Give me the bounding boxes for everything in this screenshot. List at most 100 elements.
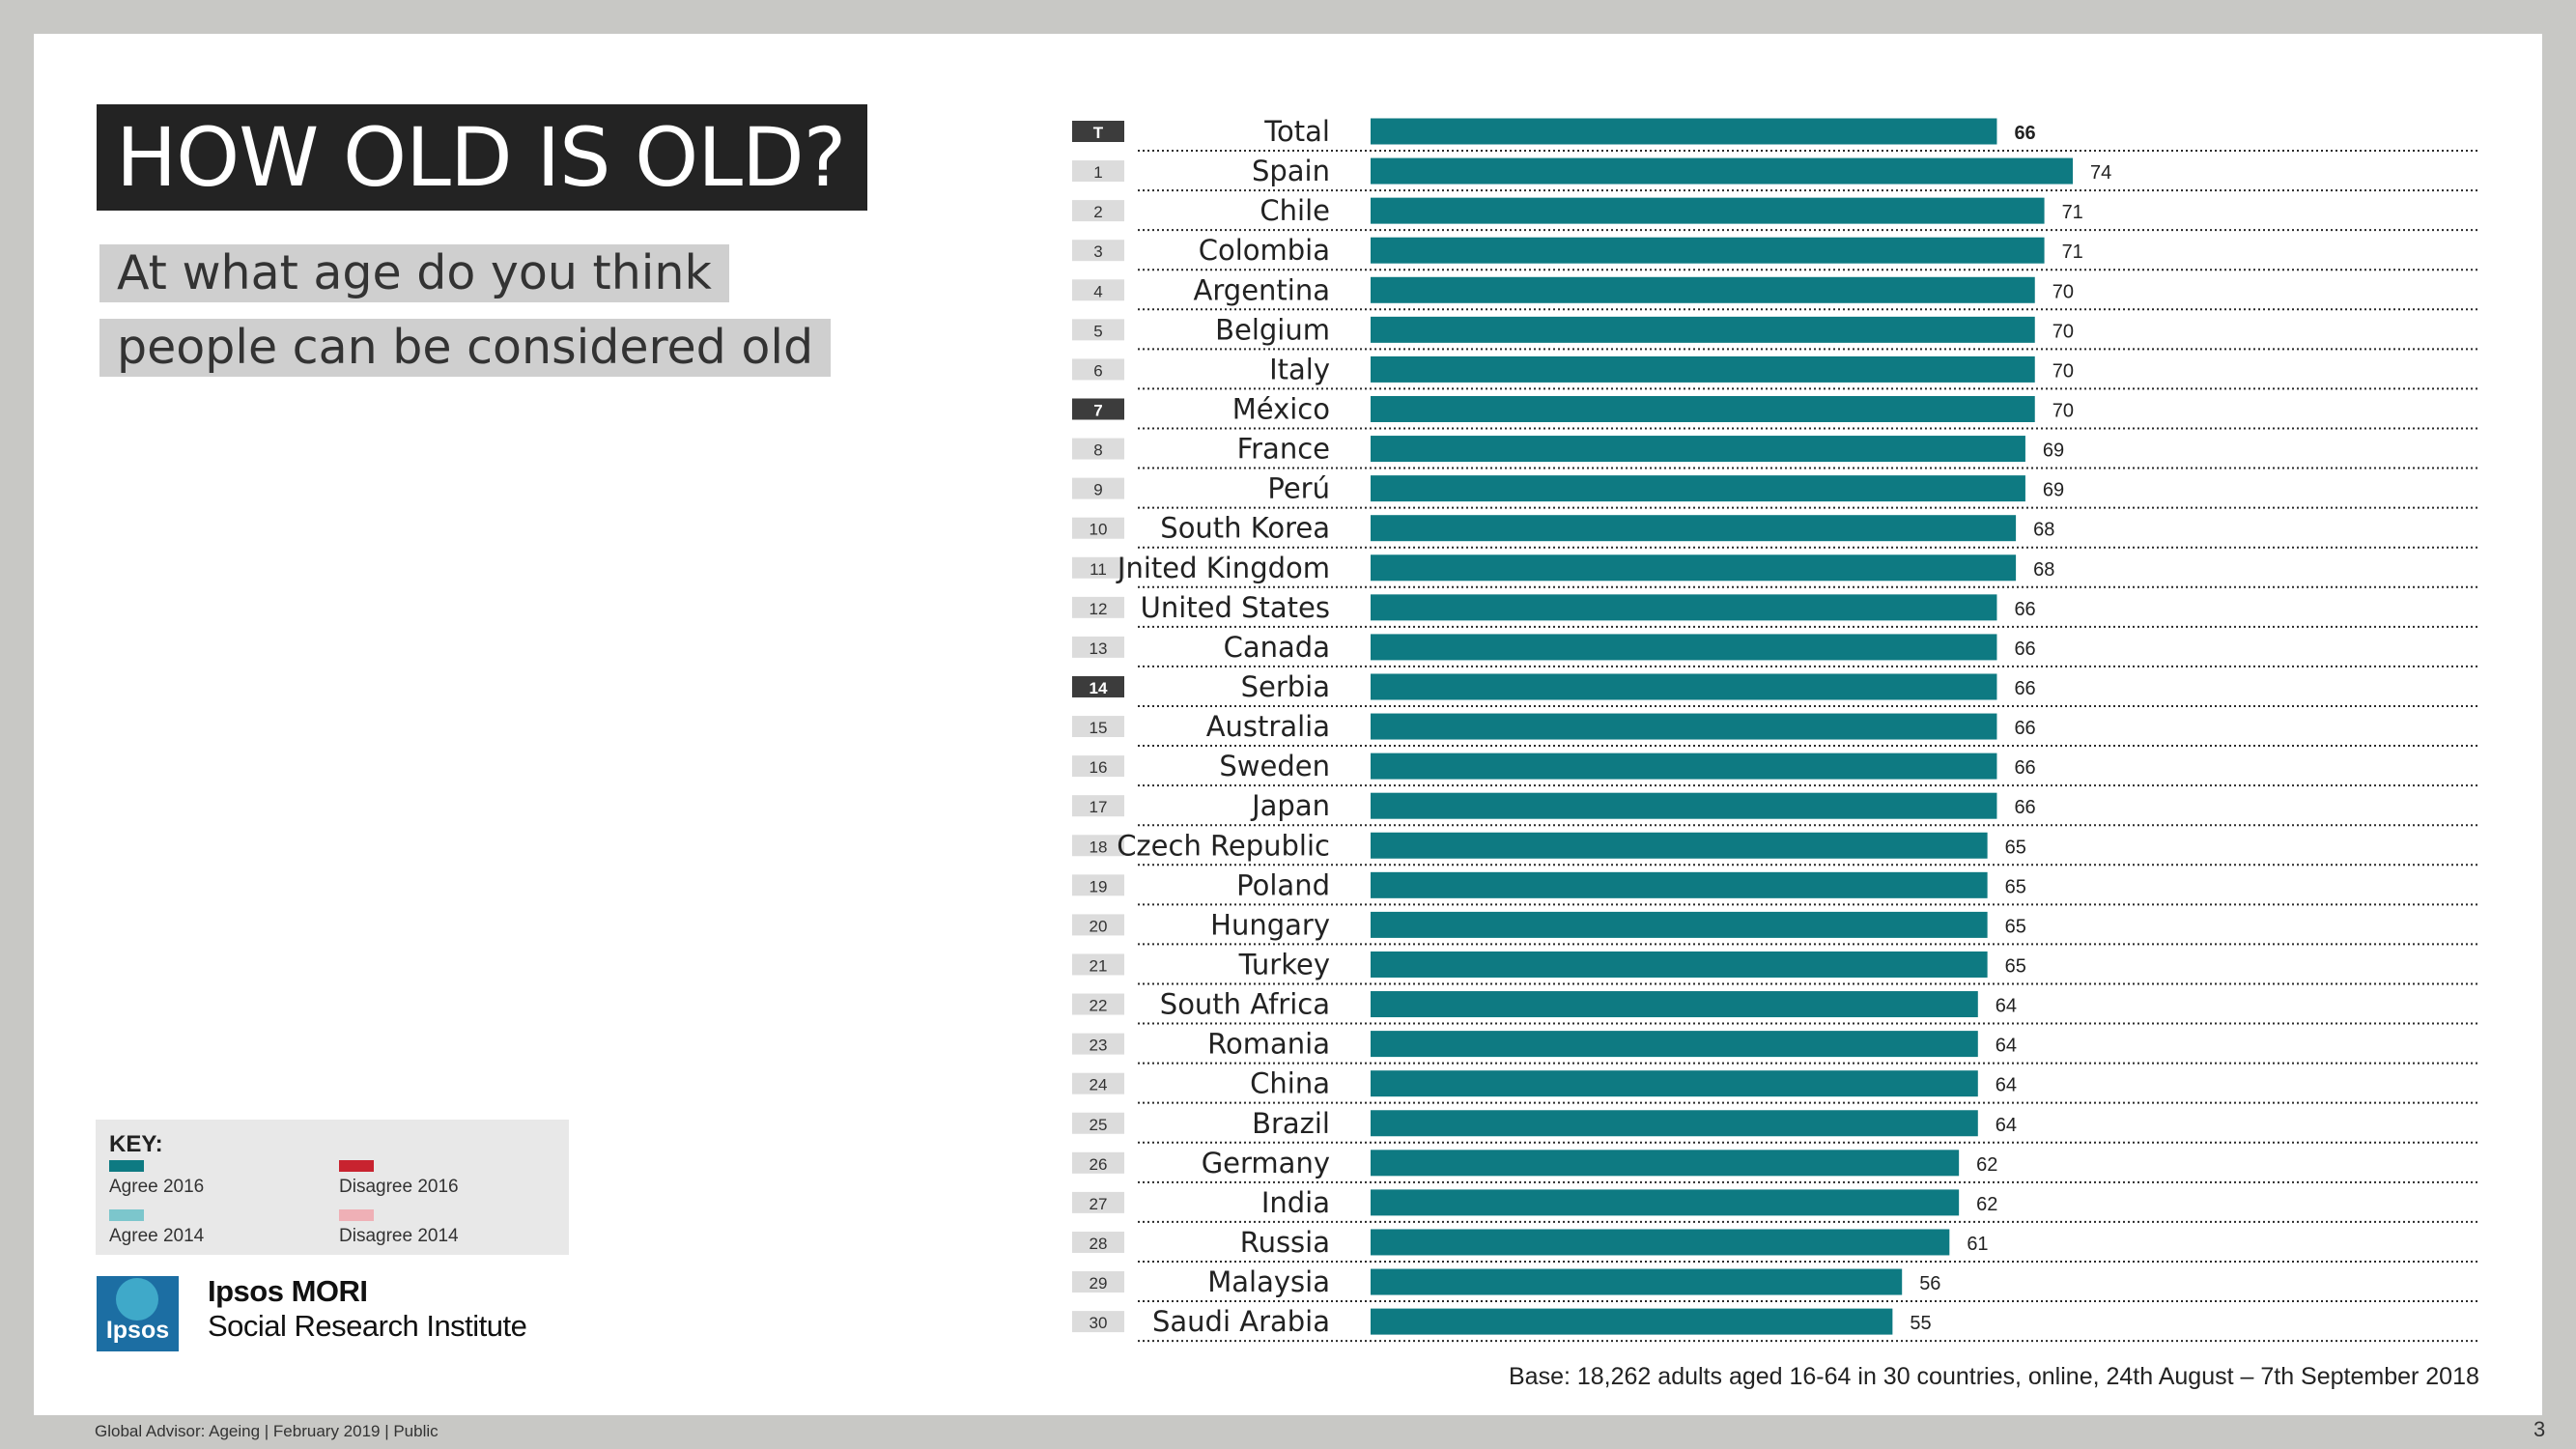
bar: [1371, 1031, 1978, 1058]
rank-badge: [1072, 1033, 1124, 1055]
bar: [1371, 911, 1988, 938]
legend-key: KEY: Agree 2016 Disagree 2016 Agree 2014…: [96, 1120, 569, 1255]
title-box: HOW OLD IS OLD?: [97, 104, 867, 211]
disagree-2016-swatch: [339, 1160, 374, 1172]
value-label: 64: [1996, 1075, 2017, 1096]
rank-label: 1: [1093, 163, 1102, 182]
rank-label: 23: [1090, 1037, 1108, 1055]
category-label: Serbia: [1241, 670, 1330, 703]
rank-label: 10: [1090, 521, 1108, 539]
bar: [1371, 276, 2035, 303]
rank-label: 30: [1090, 1314, 1108, 1332]
category-label: Sweden: [1219, 750, 1330, 782]
bar: [1371, 991, 1978, 1018]
rank-badge: [1072, 1072, 1124, 1094]
disagree-2014-swatch: [339, 1209, 374, 1221]
rank-badge: [1072, 319, 1124, 341]
rank-label: 22: [1090, 997, 1108, 1015]
value-label: 71: [2062, 242, 2083, 263]
category-label: Brazil: [1252, 1107, 1330, 1140]
category-label: Hungary: [1210, 908, 1330, 941]
bar: [1371, 554, 2017, 582]
bar: [1371, 237, 2045, 264]
bar: [1371, 316, 2035, 343]
rank-badge: [1072, 398, 1124, 420]
value-label: 64: [1996, 1036, 2017, 1057]
category-label: South Africa: [1160, 988, 1330, 1021]
category-label: Canada: [1224, 631, 1330, 664]
bar: [1371, 1070, 1978, 1097]
agree-2016-swatch: [109, 1160, 144, 1172]
value-label: 70: [2052, 360, 2074, 382]
rank-badge: [1072, 438, 1124, 460]
rank-label: 25: [1090, 1116, 1108, 1134]
rank-label: 11: [1090, 560, 1107, 579]
value-label: 65: [2005, 955, 2026, 977]
category-label: South Korea: [1160, 512, 1330, 545]
ipsos-logo: Ipsos: [97, 1276, 179, 1351]
rank-badge: [1072, 279, 1124, 301]
bar: [1371, 832, 1988, 859]
rank-label: 19: [1090, 877, 1108, 895]
rank-badge: [1072, 517, 1124, 539]
agree-2014-swatch: [109, 1209, 144, 1221]
subtitle-line-2: people can be considered old: [99, 319, 832, 377]
rank-badge: [1072, 1151, 1124, 1174]
value-label: 71: [2062, 202, 2083, 223]
category-label: Total: [1263, 115, 1330, 148]
rank-label: 26: [1090, 1155, 1108, 1174]
rank-label: 28: [1090, 1235, 1108, 1253]
value-label: 65: [2005, 837, 2026, 858]
value-label: 61: [1967, 1234, 1988, 1255]
rank-badge: [1072, 675, 1124, 697]
rank-label: 17: [1090, 798, 1108, 816]
rank-label: 4: [1093, 282, 1102, 300]
value-label: 66: [2014, 757, 2035, 779]
bar: [1371, 1189, 1960, 1216]
rank-badge: [1072, 716, 1124, 738]
bar: [1371, 792, 1997, 819]
category-label: Japan: [1250, 789, 1330, 822]
rank-badge: [1072, 596, 1124, 618]
category-label: Perú: [1267, 472, 1330, 505]
rank-badge: [1072, 636, 1124, 658]
category-label: Australia: [1206, 710, 1330, 743]
bar: [1371, 713, 1997, 740]
rank-label: 6: [1093, 361, 1102, 380]
rank-label: 21: [1090, 956, 1108, 975]
disagree-2016-label: Disagree 2016: [339, 1177, 459, 1197]
rank-badge: [1072, 993, 1124, 1015]
category-label: India: [1261, 1186, 1330, 1219]
rank-badge: [1072, 160, 1124, 183]
category-label: Argentina: [1194, 273, 1330, 306]
value-label: 64: [1996, 996, 2017, 1017]
bar: [1371, 436, 2025, 463]
rank-label: 18: [1090, 838, 1108, 856]
disagree-2014-label: Disagree 2014: [339, 1226, 459, 1246]
category-label: Poland: [1236, 868, 1330, 901]
category-label: Romania: [1207, 1028, 1330, 1061]
value-label: 62: [1976, 1154, 1997, 1176]
bar: [1371, 634, 1997, 661]
value-label: 68: [2033, 559, 2054, 581]
bar: [1371, 118, 1997, 145]
bar: [1371, 1110, 1978, 1137]
page-number: 3: [2534, 1417, 2546, 1441]
rank-badge: [1072, 835, 1124, 857]
key-title: KEY:: [109, 1131, 163, 1157]
subtitle-line-1: At what age do you think: [99, 244, 729, 302]
rank-label: 9: [1093, 481, 1102, 499]
bar: [1371, 515, 2017, 542]
category-label: Russia: [1240, 1226, 1330, 1259]
rank-badge: [1072, 477, 1124, 499]
category-label: Turkey: [1238, 948, 1330, 980]
category-label: Belgium: [1215, 313, 1330, 346]
rank-badge: [1072, 914, 1124, 936]
category-label: Germany: [1202, 1147, 1330, 1179]
rank-label: 24: [1090, 1076, 1108, 1094]
rank-label: 29: [1090, 1274, 1108, 1293]
bar: [1371, 1150, 1960, 1177]
rank-badge: [1072, 556, 1124, 579]
bar: [1371, 594, 1997, 621]
category-label: México: [1232, 392, 1330, 425]
